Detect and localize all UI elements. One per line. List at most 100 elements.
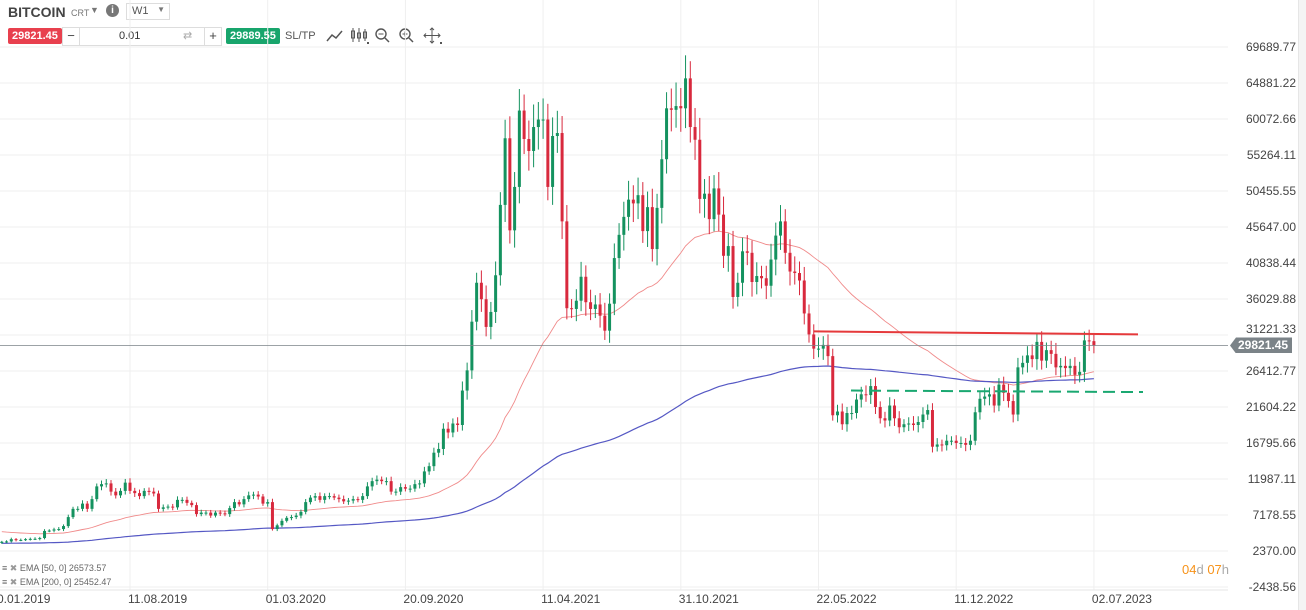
candle-body bbox=[693, 127, 697, 140]
candle-body bbox=[1073, 365, 1077, 375]
candle-body bbox=[968, 440, 972, 445]
candle bbox=[883, 411, 887, 428]
drag-handle-icon[interactable]: ≡ bbox=[2, 577, 8, 587]
candle bbox=[247, 491, 251, 502]
caret-down-icon[interactable]: ▼ bbox=[90, 5, 99, 15]
candle bbox=[878, 401, 882, 424]
candle bbox=[978, 391, 982, 420]
candle bbox=[731, 230, 735, 309]
candle-body bbox=[945, 440, 949, 446]
candle-body bbox=[242, 499, 246, 505]
candle bbox=[798, 261, 802, 296]
candle bbox=[551, 117, 555, 205]
candle bbox=[133, 487, 137, 497]
candle-body bbox=[156, 493, 160, 509]
decrease-button[interactable]: − bbox=[63, 28, 80, 45]
candle-body bbox=[736, 282, 740, 297]
candle bbox=[100, 480, 104, 491]
candle-body bbox=[365, 486, 369, 497]
market-label: CRT bbox=[71, 8, 90, 18]
candle bbox=[1021, 355, 1025, 375]
remove-icon[interactable]: ✖ bbox=[9, 577, 18, 587]
candle-body bbox=[52, 529, 56, 531]
resistance-line[interactable] bbox=[813, 330, 1139, 336]
candle-body bbox=[427, 466, 431, 472]
candle-body bbox=[712, 188, 716, 220]
ema-200-legend[interactable]: ≡ ✖ EMA [200, 0] 25452.47 bbox=[2, 577, 111, 588]
price-tick-label: 11987.11 bbox=[1247, 472, 1296, 486]
candle-body bbox=[532, 127, 536, 151]
buy-button[interactable]: 29889.55 bbox=[226, 28, 280, 44]
candle bbox=[579, 261, 583, 312]
price-tick-label: 69689.77 bbox=[1245, 40, 1296, 54]
candle-body bbox=[223, 513, 227, 515]
support-dashed-line[interactable] bbox=[850, 389, 1144, 394]
date-tick-label: 01.03.2020 bbox=[265, 592, 326, 606]
candle-body bbox=[741, 251, 745, 283]
candle bbox=[888, 397, 892, 427]
candle-body bbox=[902, 424, 906, 428]
candle-body bbox=[622, 216, 626, 235]
date-tick-label: 20.09.2020 bbox=[403, 592, 464, 606]
swap-icon[interactable]: ⇄ bbox=[183, 30, 193, 42]
candle bbox=[736, 272, 740, 307]
candle-body bbox=[171, 506, 175, 508]
candle bbox=[703, 179, 707, 218]
candle-body bbox=[536, 119, 540, 128]
candle-body bbox=[892, 405, 896, 419]
date-tick-label: 02.07.2023 bbox=[1091, 592, 1152, 606]
candle bbox=[28, 537, 32, 541]
candle bbox=[755, 262, 759, 295]
candle bbox=[52, 527, 56, 533]
candle bbox=[612, 243, 616, 316]
candle bbox=[508, 116, 512, 244]
candle bbox=[380, 476, 384, 485]
drag-handle-icon[interactable]: ≡ bbox=[2, 563, 8, 573]
candle-body bbox=[308, 497, 312, 503]
candles-icon[interactable] bbox=[350, 27, 370, 45]
increase-button[interactable]: + bbox=[204, 28, 221, 45]
candle-body bbox=[285, 517, 289, 521]
sell-button[interactable]: 29821.45 bbox=[8, 28, 62, 44]
candle-body bbox=[641, 195, 645, 232]
candle-body bbox=[441, 428, 445, 449]
remove-icon[interactable]: ✖ bbox=[9, 563, 18, 573]
info-icon[interactable]: i bbox=[106, 4, 119, 17]
candle-body bbox=[1006, 392, 1010, 402]
line-chart-icon[interactable] bbox=[325, 28, 345, 44]
candle bbox=[636, 177, 640, 220]
crosshair-move-icon[interactable] bbox=[423, 27, 443, 45]
candle bbox=[726, 233, 730, 272]
zoom-out-icon[interactable] bbox=[374, 27, 392, 45]
candle-body bbox=[185, 499, 189, 503]
candle-body bbox=[71, 508, 75, 518]
candle-body bbox=[1092, 341, 1096, 346]
scrollbar[interactable] bbox=[1298, 0, 1306, 610]
candle bbox=[1082, 331, 1086, 382]
candle bbox=[0, 540, 4, 544]
candle bbox=[964, 438, 968, 452]
candle-body bbox=[560, 133, 564, 222]
candle-body bbox=[978, 398, 982, 413]
candle-body bbox=[750, 252, 754, 283]
timeframe-select[interactable]: W1 ▼ bbox=[126, 3, 170, 20]
ema-50-legend[interactable]: ≡ ✖ EMA [50, 0] 26573.57 bbox=[2, 563, 106, 574]
candle-body bbox=[722, 214, 726, 256]
candle bbox=[945, 434, 949, 451]
candle bbox=[5, 540, 9, 544]
candle bbox=[935, 438, 939, 452]
candle bbox=[646, 191, 650, 247]
candle-body bbox=[631, 199, 635, 204]
candle bbox=[517, 89, 521, 204]
candle bbox=[1040, 331, 1044, 370]
candle-body bbox=[190, 502, 194, 506]
candle-body bbox=[147, 490, 151, 492]
candle bbox=[375, 475, 379, 485]
sltp-button[interactable]: SL/TP bbox=[285, 30, 316, 42]
candle bbox=[242, 496, 246, 508]
candle bbox=[323, 493, 327, 504]
candle bbox=[930, 403, 934, 453]
candle bbox=[1054, 342, 1058, 376]
candle-body bbox=[726, 246, 730, 256]
